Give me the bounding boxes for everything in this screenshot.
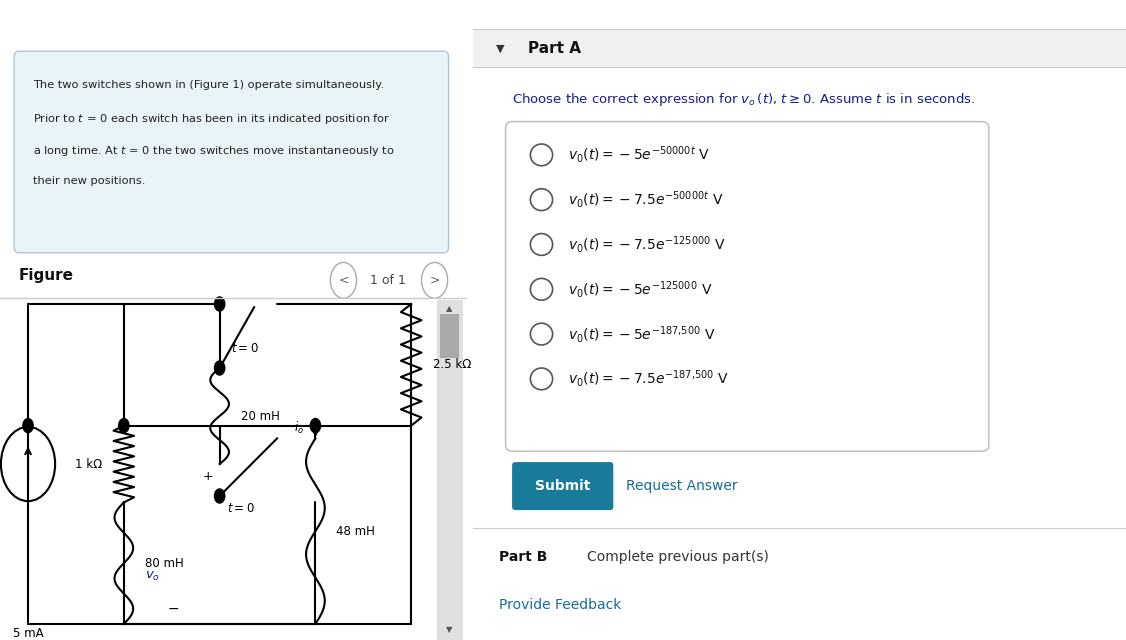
Text: $v_0(t) = -5e^{-125000}\ \mathrm{V}$: $v_0(t) = -5e^{-125000}\ \mathrm{V}$ [568, 279, 713, 300]
Text: 1 of 1: 1 of 1 [370, 274, 405, 287]
Text: 2.5 kΩ: 2.5 kΩ [434, 358, 472, 371]
Text: Prior to $t$ = 0 each switch has been in its indicated position for: Prior to $t$ = 0 each switch has been in… [33, 112, 391, 126]
Circle shape [311, 419, 321, 433]
Circle shape [214, 361, 225, 375]
Text: $v_0(t) = -7.5e^{-187{,}500}\ \mathrm{V}$: $v_0(t) = -7.5e^{-187{,}500}\ \mathrm{V}… [568, 369, 729, 389]
Text: their new positions.: their new positions. [33, 176, 145, 186]
Text: $v_0(t) = -7.5e^{-50000t}\ \mathrm{V}$: $v_0(t) = -7.5e^{-50000t}\ \mathrm{V}$ [568, 189, 723, 210]
Text: Part A: Part A [528, 41, 581, 56]
Text: >: > [429, 274, 440, 287]
Text: $i_o$: $i_o$ [294, 420, 304, 436]
Text: 5 mA: 5 mA [12, 627, 43, 640]
Text: +: + [203, 470, 214, 483]
Text: 20 mH: 20 mH [241, 410, 279, 422]
Text: Complete previous part(s): Complete previous part(s) [588, 550, 769, 564]
FancyBboxPatch shape [14, 51, 448, 253]
Circle shape [214, 489, 225, 503]
FancyBboxPatch shape [506, 122, 989, 451]
Text: $v_o$: $v_o$ [145, 570, 160, 582]
Text: $v_0(t) = -5e^{-50000t}\ \mathrm{V}$: $v_0(t) = -5e^{-50000t}\ \mathrm{V}$ [568, 145, 709, 165]
Text: ▼: ▼ [495, 44, 504, 54]
Text: Choose the correct expression for $v_o\,(t)$, $t \geq 0$. Assume $t$ is in secon: Choose the correct expression for $v_o\,… [512, 91, 975, 108]
Text: 1 kΩ: 1 kΩ [74, 458, 101, 470]
Text: 80 mH: 80 mH [145, 557, 184, 570]
Text: $t=0$: $t=0$ [231, 342, 259, 355]
Circle shape [214, 297, 225, 311]
Text: ▲: ▲ [446, 304, 453, 313]
Text: ▼: ▼ [446, 625, 453, 634]
Text: $t=0$: $t=0$ [227, 502, 254, 515]
Circle shape [23, 419, 33, 433]
Text: −: − [168, 602, 179, 616]
Text: a long time. At $t$ = 0 the two switches move instantaneously to: a long time. At $t$ = 0 the two switches… [33, 144, 394, 158]
Text: 48 mH: 48 mH [337, 525, 375, 538]
FancyBboxPatch shape [512, 462, 614, 510]
FancyBboxPatch shape [473, 29, 1126, 67]
Text: Part B: Part B [499, 550, 547, 564]
Text: <: < [338, 274, 349, 287]
FancyBboxPatch shape [440, 314, 459, 358]
Text: Figure: Figure [19, 268, 73, 282]
Text: $v_0(t) = -7.5e^{-125000}\ \mathrm{V}$: $v_0(t) = -7.5e^{-125000}\ \mathrm{V}$ [568, 234, 725, 255]
Text: $v_0(t) = -5e^{-187{,}500}\ \mathrm{V}$: $v_0(t) = -5e^{-187{,}500}\ \mathrm{V}$ [568, 324, 715, 344]
Text: Submit: Submit [535, 479, 591, 493]
FancyBboxPatch shape [437, 300, 463, 640]
Text: The two switches shown in (Figure 1) operate simultaneously.: The two switches shown in (Figure 1) ope… [33, 80, 384, 90]
Text: Request Answer: Request Answer [626, 479, 738, 493]
Circle shape [118, 419, 129, 433]
Text: Provide Feedback: Provide Feedback [499, 598, 622, 612]
